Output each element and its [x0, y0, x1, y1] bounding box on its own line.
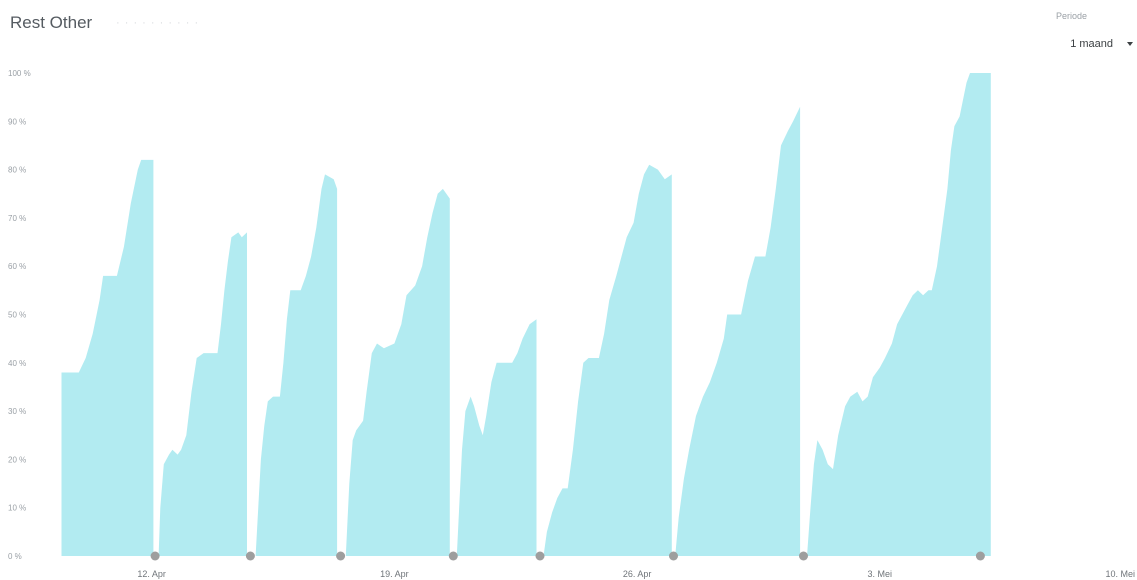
y-tick-label: 20 % [8, 455, 26, 464]
gap-marker [669, 551, 678, 561]
y-tick-label: 60 % [8, 262, 26, 271]
chart-areas [61, 73, 991, 557]
x-axis: 12. Apr 19. Apr 26. Apr 3. Mei 10. Mei [137, 569, 1135, 579]
chart-title: Rest Other [10, 13, 93, 32]
gap-marker [975, 551, 985, 561]
area-segment-5 [456, 319, 537, 556]
gap-marker [535, 551, 545, 561]
x-tick-label: 12. Apr [137, 569, 166, 579]
y-tick-label: 80 % [8, 166, 26, 175]
y-tick-label: 90 % [8, 117, 26, 126]
gap-marker [150, 551, 160, 561]
gap-marker [245, 551, 255, 561]
x-tick-label: 10. Mei [1105, 569, 1135, 579]
gap-marker [799, 551, 808, 561]
y-tick-label: 30 % [8, 407, 26, 416]
x-tick-label: 19. Apr [380, 569, 409, 579]
y-axis: 0 % 10 % 20 % 30 % 40 % 50 % 60 % 70 % 80 % 90 % 1… [8, 69, 31, 561]
area-segment-1 [61, 159, 154, 556]
x-tick-label: 3. Mei [868, 569, 893, 579]
x-tick-label: 26. Apr [623, 569, 652, 579]
y-tick-label: 70 % [8, 214, 26, 223]
area-segment-8 [807, 73, 991, 556]
y-tick-label: 100 % [8, 69, 31, 78]
y-tick-label: 0 % [8, 552, 22, 561]
y-tick-label: 50 % [8, 311, 26, 320]
area-segment-3 [255, 174, 338, 556]
area-segment-2 [158, 232, 247, 556]
area-segment-7 [675, 106, 801, 557]
gap-markers [150, 551, 985, 561]
period-select-value: 1 maand [1070, 38, 1113, 50]
chart-subtitle: · · · · · · · · · · [116, 17, 200, 29]
area-segment-6 [543, 164, 672, 557]
gap-marker [336, 551, 346, 561]
y-tick-label: 40 % [8, 359, 26, 368]
y-tick-label: 10 % [8, 504, 26, 513]
period-label: Periode [1055, 11, 1087, 21]
period-select[interactable]: 1 maand [1070, 38, 1133, 50]
gap-marker [448, 551, 458, 561]
chevron-down-icon [1127, 42, 1133, 46]
area-segment-4 [345, 188, 450, 556]
